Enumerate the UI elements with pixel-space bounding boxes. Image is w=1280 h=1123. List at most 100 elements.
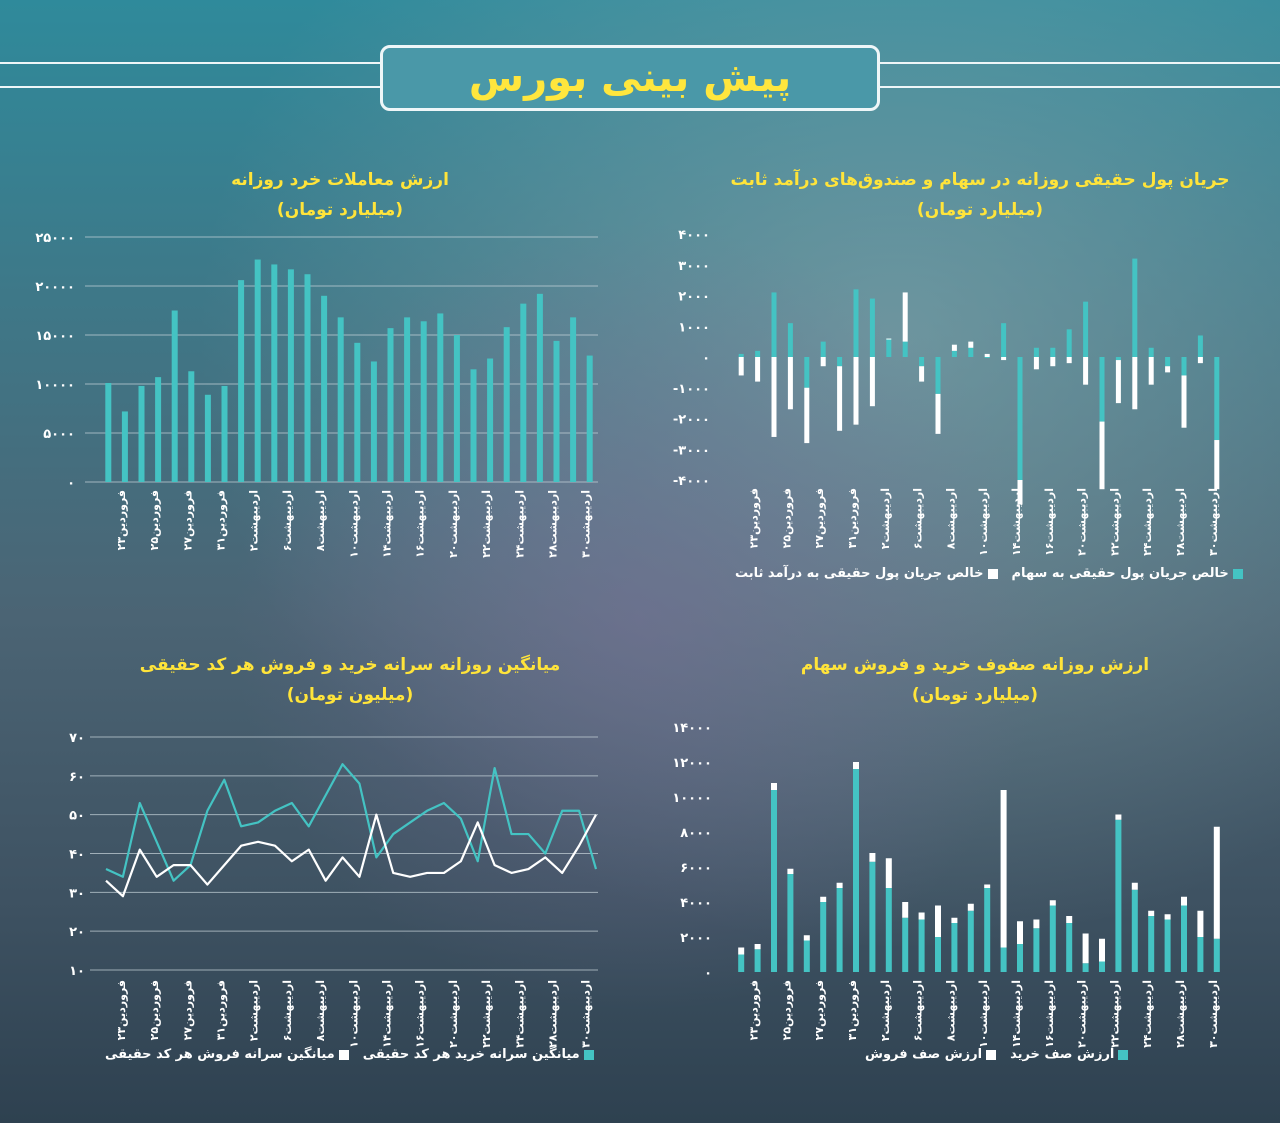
avg-xtick-9: اردیبهشت۱۶ [414, 980, 427, 1048]
avg-legend-buy: میانگین سرانه خرید هر کد حقیقی [363, 1047, 594, 1062]
queues-bar-buy-21 [1082, 963, 1089, 972]
queues-bar-buy-15 [984, 888, 991, 972]
retail-bar-12 [304, 274, 311, 482]
avg-ytick-0: ۷۰ [69, 731, 85, 746]
queues-bar-sell-26 [1164, 914, 1171, 920]
avg-line-1 [105, 813, 597, 898]
queues-bar-buy-22 [1099, 961, 1105, 972]
flow-bar-stock-24 [1132, 258, 1138, 357]
queues-xtick-5: اردیبهشت۶ [912, 980, 925, 1041]
retail-ytick-3: ۱۰۰۰۰ [35, 378, 75, 393]
queues-bar-buy-0 [738, 954, 745, 972]
flow-bar-fixed-26 [1165, 366, 1171, 373]
flow-bar-fixed-2 [771, 357, 777, 437]
flow-bar-fixed-17 [1017, 480, 1023, 505]
queues-bar-buy-18 [1033, 928, 1040, 972]
flow-xtick-11: اردیبهشت۲۲ [1108, 488, 1121, 556]
flow-bar-fixed-23 [1115, 360, 1121, 404]
avg-xtick-3: فروردین۳۱ [215, 980, 228, 1040]
queues-xtick-14: اردیبهشت۳۰ [1207, 980, 1220, 1048]
flow-bar-stock-1 [755, 350, 761, 357]
retail-bar-19 [420, 321, 427, 482]
retail-bar-29 [586, 355, 593, 482]
flow-bar-stock-14 [968, 347, 974, 357]
avg-xtick-7: اردیبهشت۱۰ [347, 980, 360, 1048]
retail-bar-4 [171, 310, 178, 482]
flow-bar-fixed-21 [1083, 357, 1089, 385]
queues-xtick-0: فروردین۲۳ [748, 980, 761, 1040]
flow-xtick-0: فروردین۲۳ [748, 488, 761, 548]
flow-xtick-3: فروردین۳۱ [846, 488, 859, 548]
flow-bar-fixed-7 [853, 357, 859, 425]
flow-bar-fixed-13 [951, 344, 957, 351]
avg-ytick-2: ۵۰ [69, 809, 85, 824]
queues-ytick-1: ۱۲۰۰۰ [672, 756, 712, 771]
flow-bar-stock-3 [787, 323, 793, 357]
flow-bar-fixed-9 [886, 338, 892, 340]
flow-xtick-1: فروردین۲۵ [780, 488, 793, 548]
flow-bar-stock-26 [1165, 357, 1171, 367]
queues-bar-sell-0 [738, 947, 745, 955]
queues-bar-buy-29 [1213, 938, 1220, 972]
flow-ytick-2: ۲۰۰۰ [678, 290, 710, 305]
queues-xtick-9: اردیبهشت۱۶ [1043, 980, 1056, 1048]
retail-bar-27 [553, 340, 560, 482]
queues-bar-sell-11 [918, 912, 925, 920]
retail-bar-1 [121, 411, 128, 482]
flow-ytick-4: ۰ [702, 351, 710, 366]
retail-bar-24 [503, 327, 510, 482]
retail-subtitle: (میلیارد تومان) [276, 200, 404, 220]
flow-legend: خالص جریان پول حقیقی به سهام خالص جریان … [735, 566, 1243, 581]
retail-bar-25 [520, 303, 527, 482]
flow-bar-stock-23 [1115, 357, 1121, 361]
retail-chart-title: ارزش معاملات خرد روزانه (میلیارد تومان) [80, 165, 600, 225]
page-title: پیش بینی بورس [468, 55, 792, 101]
flow-ytick-7: -۳۰۰۰ [673, 443, 710, 458]
retail-ytick-2: ۱۵۰۰۰ [35, 329, 75, 344]
retail-bar-10 [271, 264, 278, 482]
avg-xtick-8: اردیبهشت۱۴ [381, 980, 394, 1048]
retail-xtick-7: اردیبهشت۱۰ [347, 490, 360, 558]
avg-ytick-1: ۶۰ [69, 770, 85, 785]
flow-ytick-5: -۱۰۰۰ [673, 382, 710, 397]
queues-bar-buy-9 [885, 888, 892, 972]
retail-xtick-3: فروردین۳۱ [215, 490, 228, 550]
flow-ytick-1: ۳۰۰۰ [678, 259, 710, 274]
queues-legend-sell: ارزش صف فروش [865, 1047, 997, 1062]
queues-bar-sell-19 [1049, 900, 1056, 906]
queues-bar-sell-20 [1066, 916, 1073, 923]
queues-bar-buy-12 [935, 937, 941, 972]
retail-ytick-4: ۵۰۰۰ [43, 427, 75, 442]
flow-xtick-6: اردیبهشت۸ [944, 488, 957, 549]
avg-xtick-12: اردیبهشت۲۴ [513, 980, 526, 1048]
queues-ytick-2: ۱۰۰۰۰ [672, 791, 712, 806]
flow-xtick-5: اردیبهشت۶ [912, 488, 925, 549]
retail-bar-11 [287, 269, 294, 482]
avg-legend-sell: میانگین سرانه فروش هر کد حقیقی [105, 1047, 349, 1062]
queues-bar-sell-3 [787, 868, 794, 874]
queues-bar-sell-22 [1099, 938, 1105, 962]
retail-bar-0 [105, 383, 112, 482]
retail-ytick-1: ۲۰۰۰۰ [35, 280, 75, 295]
flow-legend-fixed-label: خالص جریان پول حقیقی به درآمد ثابت [735, 566, 984, 581]
flow-bar-fixed-3 [787, 357, 793, 410]
avg-chart-title: میانگین روزانه سرانه خرید و فروش هر کد ح… [80, 650, 620, 710]
queues-bar-buy-23 [1115, 819, 1122, 972]
queues-bar-buy-13 [951, 923, 958, 972]
queues-bar-sell-12 [935, 905, 941, 937]
flow-bar-stock-0 [738, 353, 744, 357]
retail-bar-23 [487, 358, 494, 482]
avg-line-0 [105, 763, 598, 882]
avg-subtitle: (میلیون تومان) [286, 685, 414, 705]
queues-bar-sell-25 [1148, 910, 1155, 916]
queues-bar-sell-16 [1000, 790, 1007, 948]
flow-bar-fixed-14 [968, 341, 974, 348]
queues-bar-buy-4 [803, 940, 810, 972]
queues-ytick-0: ۱۴۰۰۰ [672, 721, 712, 736]
avg-ytick-6: ۱۰ [69, 964, 85, 979]
queues-ytick-4: ۶۰۰۰ [680, 861, 712, 876]
flow-bar-stock-10 [902, 341, 908, 357]
flow-xtick-14: اردیبهشت۳۰ [1207, 488, 1220, 556]
queues-xtick-13: اردیبهشت۲۸ [1174, 980, 1187, 1048]
flow-bar-fixed-0 [738, 357, 744, 376]
